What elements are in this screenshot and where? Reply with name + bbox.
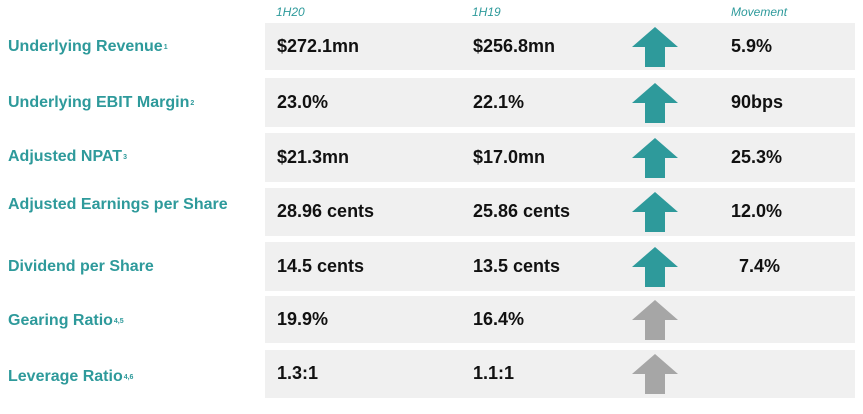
footnote-marker: 1 xyxy=(163,44,168,51)
value-1h19: 1.1:1 xyxy=(473,363,515,383)
value-1h19: 25.86 cents xyxy=(473,201,571,221)
footnote-marker: 4,6 xyxy=(123,374,134,381)
value-1h20: 14.5 cents xyxy=(277,256,365,276)
up-icon xyxy=(632,83,678,123)
column-header-movement: Movement xyxy=(731,5,788,19)
value-1h19: $256.8mn xyxy=(473,36,556,56)
column-header-1h19: 1H19 xyxy=(472,5,501,19)
metric-label: Dividend per Share xyxy=(8,258,155,276)
column-header-1h20: 1H20 xyxy=(276,5,305,19)
metric-label: Underlying Revenue1 xyxy=(8,38,168,56)
up-icon xyxy=(632,192,678,232)
movement-value: 25.3% xyxy=(731,147,783,167)
row-band xyxy=(265,242,855,291)
up-icon xyxy=(632,138,678,178)
row-band xyxy=(265,133,855,182)
metric-label-text: Underlying EBIT Margin xyxy=(8,94,190,111)
metric-label-text: Underlying Revenue xyxy=(8,38,163,55)
movement-value: 90bps xyxy=(731,92,784,112)
footnote-marker: 2 xyxy=(190,100,195,107)
metric-label-text: Gearing Ratio xyxy=(8,312,113,329)
footnote-marker: 4,5 xyxy=(113,318,124,325)
neutral-up-icon xyxy=(632,300,678,340)
metric-label: Underlying EBIT Margin2 xyxy=(8,94,194,112)
row-band xyxy=(265,350,855,398)
value-1h19: $17.0mn xyxy=(473,147,546,167)
value-1h19: 13.5 cents xyxy=(473,256,561,276)
footnote-marker: 3 xyxy=(123,154,127,161)
up-icon xyxy=(632,247,678,287)
movement-value: 12.0% xyxy=(731,201,783,221)
value-1h20: 19.9% xyxy=(277,309,329,329)
neutral-up-icon xyxy=(632,354,678,394)
row-band xyxy=(265,78,855,127)
value-1h20: $272.1mn xyxy=(277,36,360,56)
metric-label: Leverage Ratio4,6 xyxy=(8,368,133,386)
value-1h19: 16.4% xyxy=(473,309,525,329)
row-band xyxy=(265,188,855,236)
row-band xyxy=(265,23,855,70)
metric-label: Adjusted NPAT3 xyxy=(8,148,127,166)
metric-label-text: Dividend per Share xyxy=(8,258,154,275)
up-icon xyxy=(632,27,678,67)
row-band xyxy=(265,296,855,343)
value-1h20: 1.3:1 xyxy=(277,363,319,383)
movement-value: 7.4% xyxy=(739,256,781,276)
movement-value: 5.9% xyxy=(731,36,773,56)
value-1h20: $21.3mn xyxy=(277,147,350,167)
metric-label-text: Leverage Ratio xyxy=(8,368,123,385)
metric-label-text: Adjusted NPAT xyxy=(8,148,123,165)
metric-label-text: Adjusted Earnings per Share xyxy=(8,196,228,213)
value-1h20: 28.96 cents xyxy=(277,201,375,221)
value-1h20: 23.0% xyxy=(277,92,329,112)
metric-label: Adjusted Earnings per Share xyxy=(8,196,229,214)
metric-label: Gearing Ratio4,5 xyxy=(8,312,124,330)
value-1h19: 22.1% xyxy=(473,92,525,112)
